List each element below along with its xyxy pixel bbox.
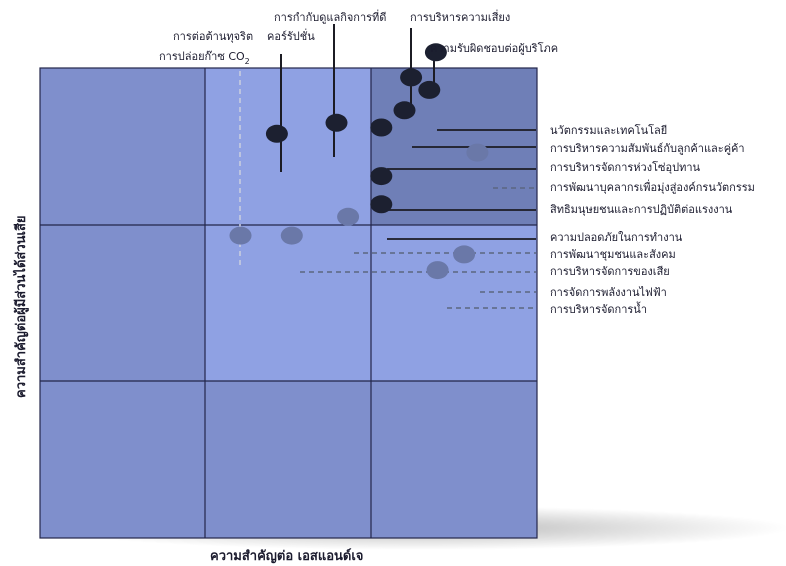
label-supply: การบริหารจัดการห่วงโซ่อุปทาน (550, 160, 700, 174)
label-innovation: นวัตกรรมและเทคโนโลยี (550, 123, 667, 137)
cell-bottom-left (40, 381, 205, 538)
cell-top-middle (205, 68, 371, 225)
cell-center (205, 225, 371, 381)
data-point-12 (229, 226, 252, 245)
data-point-1 (325, 113, 348, 132)
data-point-6 (393, 101, 416, 120)
label-community: การพัฒนาชุมชนและสังคม (550, 248, 676, 261)
label-co2-subscript: 2 (245, 57, 250, 66)
data-point-0 (265, 124, 288, 143)
label-customer: การบริหารความสัมพันธ์กับลูกค้าและคู่ค้า (550, 142, 745, 155)
data-point-14 (453, 245, 476, 264)
cell-bottom-middle (205, 381, 371, 538)
data-point-15 (426, 261, 449, 280)
data-point-8 (466, 143, 489, 162)
cell-top-left (40, 68, 205, 225)
label-co2: การปล่อยก๊าซ CO2 (159, 50, 250, 66)
data-point-7 (370, 118, 393, 137)
data-point-10 (370, 195, 393, 214)
y-axis-title: ความสำคัญต่อผู้มีส่วนได้ส่วนเสีย (12, 215, 29, 398)
label-rights: สิทธิมนุษยชนและการปฏิบัติต่อแรงงาน (550, 203, 733, 216)
data-point-11 (337, 207, 360, 226)
data-point-13 (280, 226, 303, 245)
data-point-9 (370, 167, 393, 186)
data-point-3 (400, 68, 423, 87)
matrix-border (39, 67, 538, 539)
label-people: การพัฒนาบุคลากรเพื่อมุ่งสู่องค์กรนวัตกรร… (550, 179, 755, 194)
label-co2-text: การปล่อยก๊าซ CO (159, 50, 245, 63)
cell-middle-left (40, 225, 205, 381)
top-labels: การต่อต้านทุจริต การปล่อยก๊าซ CO2 การกำก… (159, 9, 558, 66)
right-labels: นวัตกรรมและเทคโนโลยี การบริหารความสัมพัน… (550, 123, 755, 316)
label-safety: ความปลอดภัยในการทำงาน (550, 231, 683, 244)
label-energy: การจัดการพลังงานไฟฟ้า (550, 286, 667, 299)
label-waste: การบริหารจัดการของเสีย (550, 265, 670, 278)
matrix-cells (40, 68, 537, 538)
label-corruption: คอร์รัปชั่น (267, 28, 315, 43)
label-water: การบริหารจัดการน้ำ (550, 301, 647, 316)
label-risk: การบริหารความเสี่ยง (410, 9, 510, 24)
data-point-4 (424, 43, 447, 62)
label-governance: การกำกับดูแลกิจการที่ดี (274, 9, 386, 24)
matrix-gridlines (39, 67, 538, 539)
label-anti-corruption: การต่อต้านทุจริต (173, 30, 253, 43)
cell-bottom-right (371, 381, 537, 538)
cell-middle-right (371, 225, 537, 381)
data-point-5 (418, 80, 441, 99)
label-consumer: ความรับผิดชอบต่อผู้บริโภค (430, 41, 558, 55)
data-points (229, 43, 489, 280)
x-axis-title: ความสำคัญต่อ เอสแอนด์เจ (210, 548, 363, 564)
